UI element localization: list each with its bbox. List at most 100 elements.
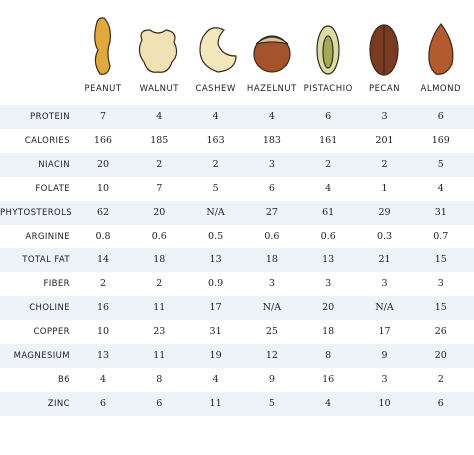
cell-value: 62: [96, 206, 110, 218]
row-label: PHYTOSTEROLS: [0, 207, 73, 218]
cell-value: 25: [265, 326, 278, 338]
cell-value: 8: [325, 350, 332, 361]
cell-value: 18: [322, 326, 335, 338]
cell-value: 185: [150, 134, 169, 146]
hazelnut-icon: [253, 35, 291, 73]
cell-value: 3: [437, 278, 444, 290]
column-header: CASHEW: [195, 84, 236, 94]
cell-value: 21: [378, 254, 391, 266]
cell-value: 6: [156, 397, 163, 409]
cell-value: 17: [209, 302, 222, 314]
cell-value: 0.6: [264, 230, 280, 242]
cell-value: 3: [381, 111, 388, 122]
row-label: NIACIN: [38, 159, 70, 170]
row-label: FIBER: [43, 279, 70, 290]
cell-value: 10: [96, 326, 110, 338]
cell-value: 3: [268, 278, 275, 290]
cell-value: 31: [434, 206, 447, 218]
cell-value: 11: [153, 302, 166, 314]
cell-value: 2: [156, 158, 163, 170]
cell-value: 6: [99, 397, 107, 409]
cell-value: 10: [378, 397, 391, 409]
cell-value: 23: [153, 326, 166, 338]
row-label: ZINC: [47, 398, 70, 409]
cell-value: 6: [268, 182, 275, 194]
cell-value: 13: [96, 350, 110, 361]
cell-value: 4: [325, 182, 332, 194]
cell-value: 19: [209, 350, 222, 361]
cell-value: 14: [96, 254, 110, 266]
cell-value: 4: [99, 373, 107, 385]
cell-value: 18: [265, 254, 278, 266]
table-row: COPPER 10 23 31 25 18 17 26: [0, 320, 474, 344]
cell-value: N/A: [262, 302, 282, 314]
cell-value: 0.9: [208, 278, 224, 290]
cell-value: 27: [265, 206, 278, 218]
table-row: ARGININE 0.8 0.6 0.5 0.6 0.6 0.3 0.7: [0, 225, 474, 249]
cell-value: 15: [434, 254, 447, 266]
cell-value: 15: [434, 302, 447, 314]
table-row: MAGNESIUM 13 11 19 12 8 9 20: [0, 344, 474, 368]
nut-icons: [94, 17, 454, 76]
walnut-icon: [138, 29, 178, 73]
cell-value: 201: [375, 134, 394, 146]
cell-value: 0.6: [151, 230, 167, 242]
cell-value: 4: [156, 111, 163, 122]
cell-value: 3: [325, 278, 332, 290]
table-row: FOLATE 10 7 5 6 4 1 4: [0, 177, 474, 201]
almond-icon: [428, 23, 454, 75]
cell-value: 31: [209, 326, 222, 338]
cell-value: N/A: [206, 206, 225, 218]
table-row: CHOLINE 16 11 17 N/A 20 N/A 15: [0, 296, 474, 321]
cell-value: 0.3: [376, 230, 393, 242]
cell-value: 2: [212, 158, 219, 170]
cell-value: 6: [325, 111, 332, 122]
cell-value: 10: [96, 182, 110, 194]
cell-value: 29: [378, 206, 391, 218]
cell-value: 2: [325, 158, 332, 170]
cell-value: 4: [437, 182, 444, 194]
row-label: COPPER: [33, 327, 70, 338]
cell-value: 2: [437, 373, 444, 385]
table-row: PHYTOSTEROLS 62 20 N/A 27 61 29 31: [0, 200, 474, 225]
cell-value: 7: [99, 111, 107, 122]
cell-value: 4: [268, 111, 275, 122]
cell-value: 4: [325, 397, 332, 409]
cell-value: 0.5: [208, 230, 224, 242]
cell-value: 20: [434, 350, 447, 361]
column-header: PECAN: [368, 84, 401, 94]
cell-value: 3: [381, 278, 388, 290]
cell-value: 3: [381, 373, 388, 385]
table-row: FIBER 2 2 0.9 3 3 3 3: [0, 272, 474, 296]
cell-value: 13: [209, 254, 222, 266]
row-label: PROTEIN: [30, 112, 70, 122]
cell-value: 4: [212, 111, 219, 122]
cell-value: 7: [156, 182, 163, 194]
column-header: WALNUT: [139, 84, 179, 94]
row-label: FOLATE: [35, 183, 70, 194]
cell-value: 2: [156, 278, 163, 290]
cell-value: 17: [378, 326, 391, 338]
cell-value: 2: [381, 158, 388, 170]
cell-value: 9: [268, 373, 275, 385]
cell-value: 6: [437, 397, 444, 409]
cell-value: 12: [265, 350, 278, 361]
row-label: CALORIES: [24, 135, 70, 146]
table-row: B6 4 8 4 9 16 3 2: [0, 368, 474, 392]
row-label: MAGNESIUM: [13, 351, 70, 361]
cell-value: 169: [431, 134, 450, 146]
cell-value: 3: [268, 158, 275, 170]
cell-value: 0.7: [433, 230, 449, 242]
table-row: ZINC 6 6 11 5 4 10 6: [0, 391, 474, 416]
cell-value: 5: [268, 397, 275, 409]
table-row: TOTAL FAT 14 18 13 18 13 21 15: [0, 248, 474, 273]
row-label: TOTAL FAT: [22, 255, 70, 266]
cell-value: 5: [212, 182, 219, 194]
cell-value: 26: [434, 326, 447, 338]
cell-value: 11: [153, 350, 166, 361]
cell-value: 161: [319, 134, 338, 146]
cell-value: 13: [322, 254, 335, 266]
cell-value: 20: [96, 158, 110, 170]
row-label: CHOLINE: [29, 303, 70, 314]
